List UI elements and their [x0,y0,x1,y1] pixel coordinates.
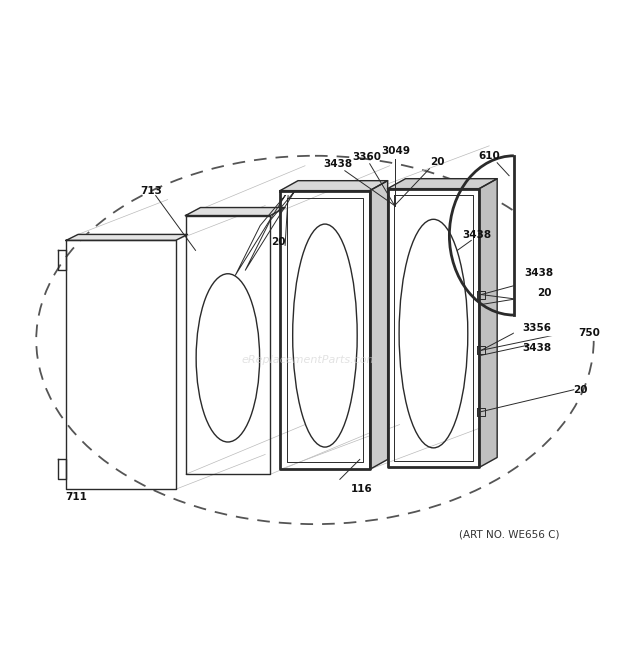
Text: 713: 713 [140,185,162,195]
Text: 116: 116 [351,484,373,494]
Text: 3360: 3360 [352,152,381,162]
Polygon shape [514,136,614,335]
Polygon shape [388,179,497,189]
Text: 3049: 3049 [381,146,410,156]
Text: 610: 610 [478,150,500,161]
Text: 750: 750 [578,328,600,338]
Polygon shape [66,234,188,240]
Text: 20: 20 [574,385,588,395]
Text: 3438: 3438 [463,230,492,240]
Text: 20: 20 [430,157,445,167]
Polygon shape [370,181,388,469]
Polygon shape [185,207,285,216]
Text: 3438: 3438 [323,159,352,169]
Text: 20: 20 [537,288,551,298]
Text: 3438: 3438 [525,268,554,279]
Text: (ART NO. WE656 C): (ART NO. WE656 C) [459,529,559,539]
Polygon shape [479,179,497,467]
Polygon shape [280,181,388,191]
Text: 20: 20 [271,238,285,248]
Text: 3438: 3438 [523,343,552,353]
Text: 711: 711 [65,492,87,502]
Text: 3356: 3356 [523,323,551,333]
Text: eReplacementParts.com: eReplacementParts.com [242,355,378,365]
